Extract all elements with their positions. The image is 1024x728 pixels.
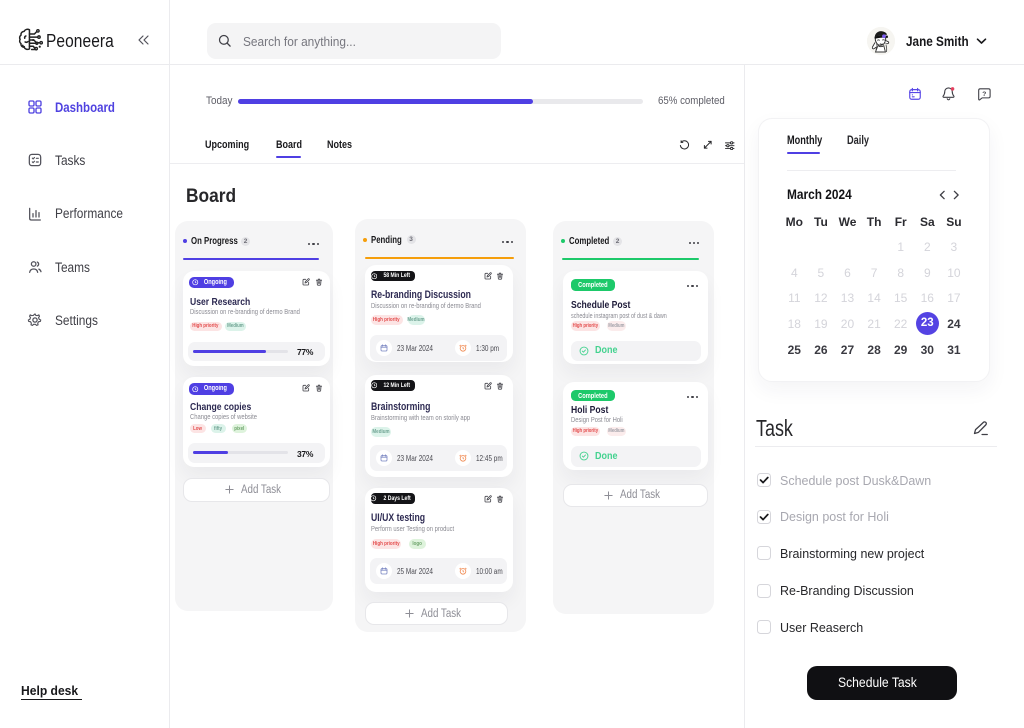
svg-text:?: ? xyxy=(982,90,986,97)
